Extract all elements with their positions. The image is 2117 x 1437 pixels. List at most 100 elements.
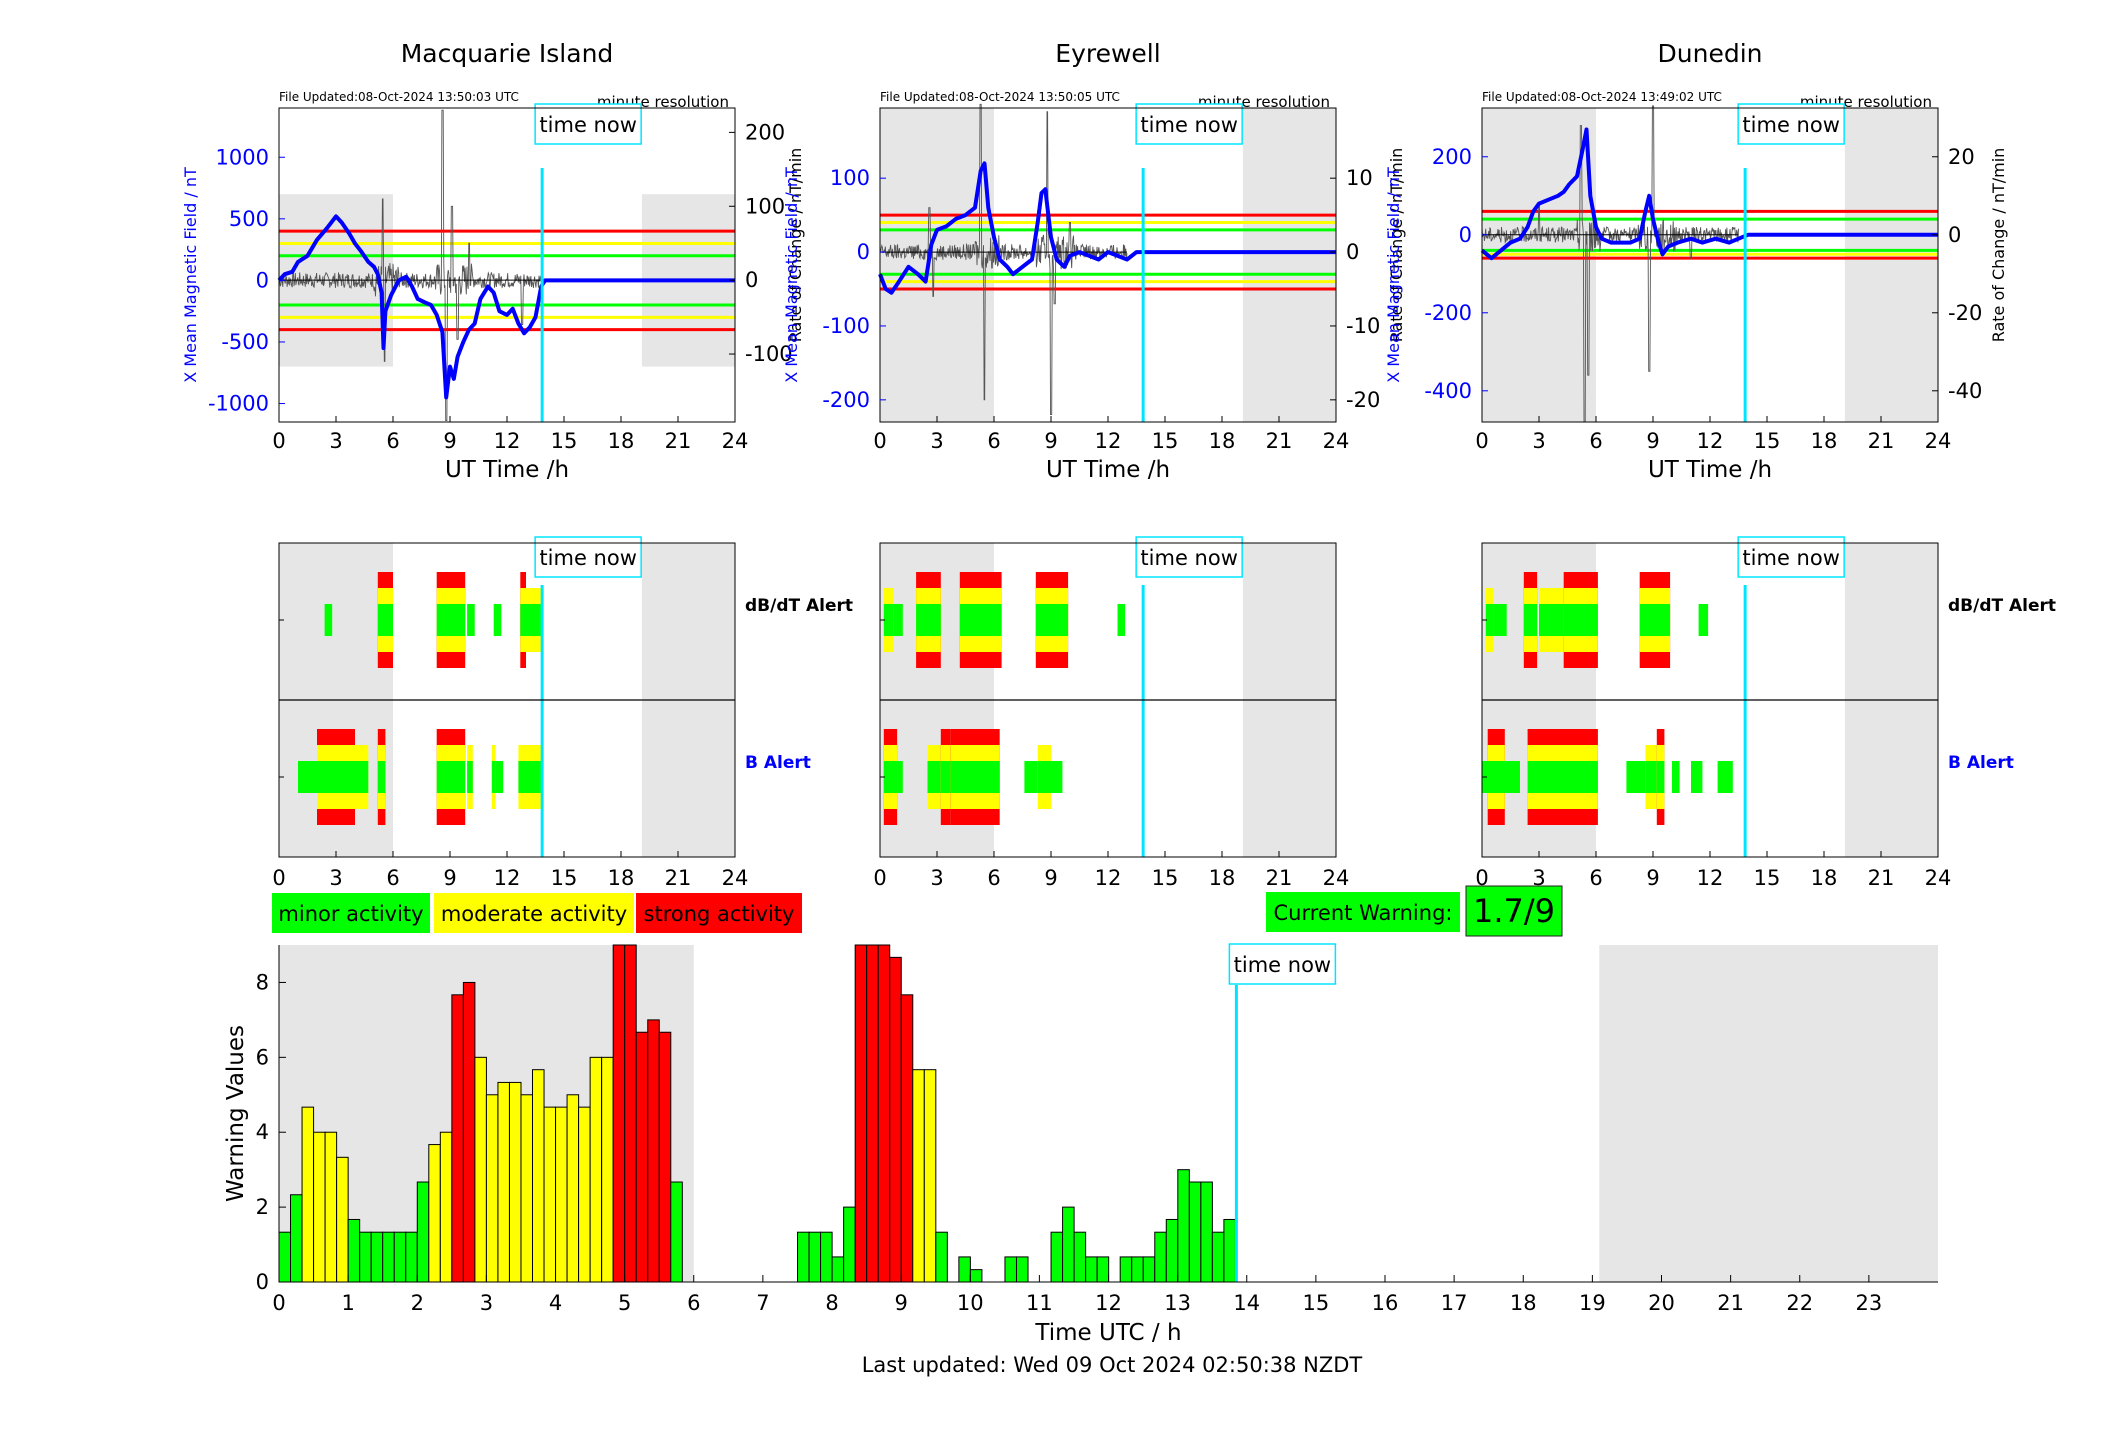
warning-bar <box>324 1131 338 1283</box>
x-tick-label: 6 <box>987 866 1000 890</box>
r-tick-label: 200 <box>745 120 785 144</box>
x-tick-label: 21 <box>1868 429 1895 453</box>
x-tick-label: 6 <box>386 429 399 453</box>
x-tick-label: 12 <box>1095 866 1122 890</box>
dbdt-alert-block-minor <box>1563 604 1598 636</box>
dbdt-alert-block-minor <box>1485 604 1494 636</box>
x-tick-label: 18 <box>1209 866 1236 890</box>
night-shade <box>1599 945 1938 1282</box>
warning-bar <box>1142 1256 1156 1283</box>
dbdt-alert-block-minor <box>1523 604 1538 636</box>
x-tick-label: 9 <box>1646 866 1659 890</box>
b-alert-block-minor <box>1656 761 1665 793</box>
warning-bar <box>1223 1218 1236 1283</box>
x-tick-label: 13 <box>1164 1291 1191 1315</box>
x-axis-label: UT Time /h <box>1046 457 1170 483</box>
r-tick-label: 10 <box>1346 166 1373 190</box>
dbdt-alert-block-minor <box>520 604 526 636</box>
b-alert-block-minor <box>298 761 317 793</box>
warning-bar <box>1050 1231 1064 1283</box>
x-tick-label: 21 <box>1868 866 1895 890</box>
dbdt-alert-block-minor <box>1493 604 1507 636</box>
warning-bar <box>889 956 902 1283</box>
x-tick-label: 24 <box>1925 866 1952 890</box>
dbdt-alert-block-minor <box>893 604 903 636</box>
y-tick-label: 0 <box>256 1270 269 1294</box>
dbdt-alert-block-minor <box>959 604 966 636</box>
y-axis-label-right: Rate of Change / nT/min <box>1387 148 1406 343</box>
warning-bar <box>532 1069 545 1283</box>
x-axis-label: Time UTC / h <box>1034 1320 1181 1346</box>
warning-bar <box>439 1131 453 1283</box>
current-warning-label: Current Warning: <box>1274 901 1453 925</box>
x-tick-label: 0 <box>272 866 285 890</box>
x-tick-label: 2 <box>411 1291 424 1315</box>
warning-bar <box>382 1231 395 1283</box>
x-tick-label: 15 <box>1152 429 1179 453</box>
b-alert-block-minor <box>1037 761 1051 793</box>
warning-bar <box>520 1094 534 1283</box>
time-now-box <box>1737 103 1845 145</box>
x-tick-label: 3 <box>930 429 943 453</box>
y-tick-label: 200 <box>1432 145 1472 169</box>
dbdt-alert-block-minor <box>1548 604 1564 636</box>
warning-bar <box>670 1181 683 1283</box>
station-title: Macquarie Island <box>401 39 614 68</box>
x-tick-label: 6 <box>987 429 1000 453</box>
station-panel-2: Dunedin File Updated:08-Oct-2024 13:49:02… <box>1384 39 2008 483</box>
dbdt-alert-block-minor <box>1639 604 1671 636</box>
x-tick-label: 16 <box>1372 1291 1399 1315</box>
warning-bar <box>555 1106 568 1283</box>
legend-minor-label: minor activity <box>278 902 423 926</box>
warning-bar <box>912 1069 925 1283</box>
x-tick-label: 9 <box>443 429 456 453</box>
field-trace <box>277 214 735 400</box>
dbdt-alert-block-minor <box>324 604 333 636</box>
x-tick-label: 15 <box>1303 1291 1330 1315</box>
warning-bar <box>808 1231 822 1283</box>
warning-bar <box>935 1231 948 1283</box>
station-alert-plots: time now 0 3 6 9 12 15 18 21 24 dB/dT Alert B Alert… <box>272 536 2056 890</box>
warning-bar <box>416 1181 430 1283</box>
x-tick-label: 21 <box>665 429 692 453</box>
dbdt-alert-block-minor <box>965 604 1002 636</box>
b-alert-block-minor <box>495 761 504 793</box>
legend-strong-label: strong activity <box>644 902 795 926</box>
dbdt-alert-label: dB/dT Alert <box>1948 596 2056 616</box>
warning-bar <box>1211 1231 1225 1283</box>
x-tick-label: 17 <box>1441 1291 1468 1315</box>
legend-moderate-label: moderate activity <box>441 902 627 926</box>
x-tick-label: 12 <box>494 429 521 453</box>
station-field-plots: Macquarie Island File Updated:08-Oct-2024… <box>181 39 2008 483</box>
x-tick-label: 3 <box>480 1291 493 1315</box>
y-tick-label: 0 <box>1459 223 1472 247</box>
x-tick-label: 3 <box>1532 429 1545 453</box>
warning-bar <box>958 1256 971 1283</box>
warning-bar <box>866 944 879 1283</box>
x-tick-label: 0 <box>873 866 886 890</box>
x-tick-label: 18 <box>608 866 635 890</box>
x-tick-label: 18 <box>1510 1291 1537 1315</box>
warning-bar <box>508 1081 522 1283</box>
b-alert-block-minor <box>1626 761 1646 793</box>
station-panel-1: Eyrewell File Updated:08-Oct-2024 13:50:0… <box>782 39 1406 483</box>
b-alert-block-minor <box>1527 761 1598 793</box>
y-axis-label-left: X Mean Magnetic Field / nT <box>1384 167 1403 383</box>
y-tick-label: 100 <box>830 166 870 190</box>
y-tick-label: 2 <box>256 1195 269 1219</box>
x-tick-label: 14 <box>1233 1291 1260 1315</box>
x-tick-label: 18 <box>1811 866 1838 890</box>
y-axis-label-right: Rate of Change / nT/min <box>1989 148 2008 343</box>
x-tick-label: 0 <box>1475 866 1488 890</box>
current-warning-value: 1.7/9 <box>1473 892 1555 930</box>
x-tick-label: 1 <box>341 1291 354 1315</box>
x-tick-label: 23 <box>1856 1291 1883 1315</box>
r-tick-label: 100 <box>745 194 785 218</box>
warning-bar <box>578 1106 591 1283</box>
r-tick-label: 0 <box>1948 223 1961 247</box>
warning-bar <box>359 1231 372 1283</box>
y-tick-label: -100 <box>822 314 870 338</box>
warning-bar <box>624 944 637 1283</box>
time-now-box <box>1228 943 1337 985</box>
